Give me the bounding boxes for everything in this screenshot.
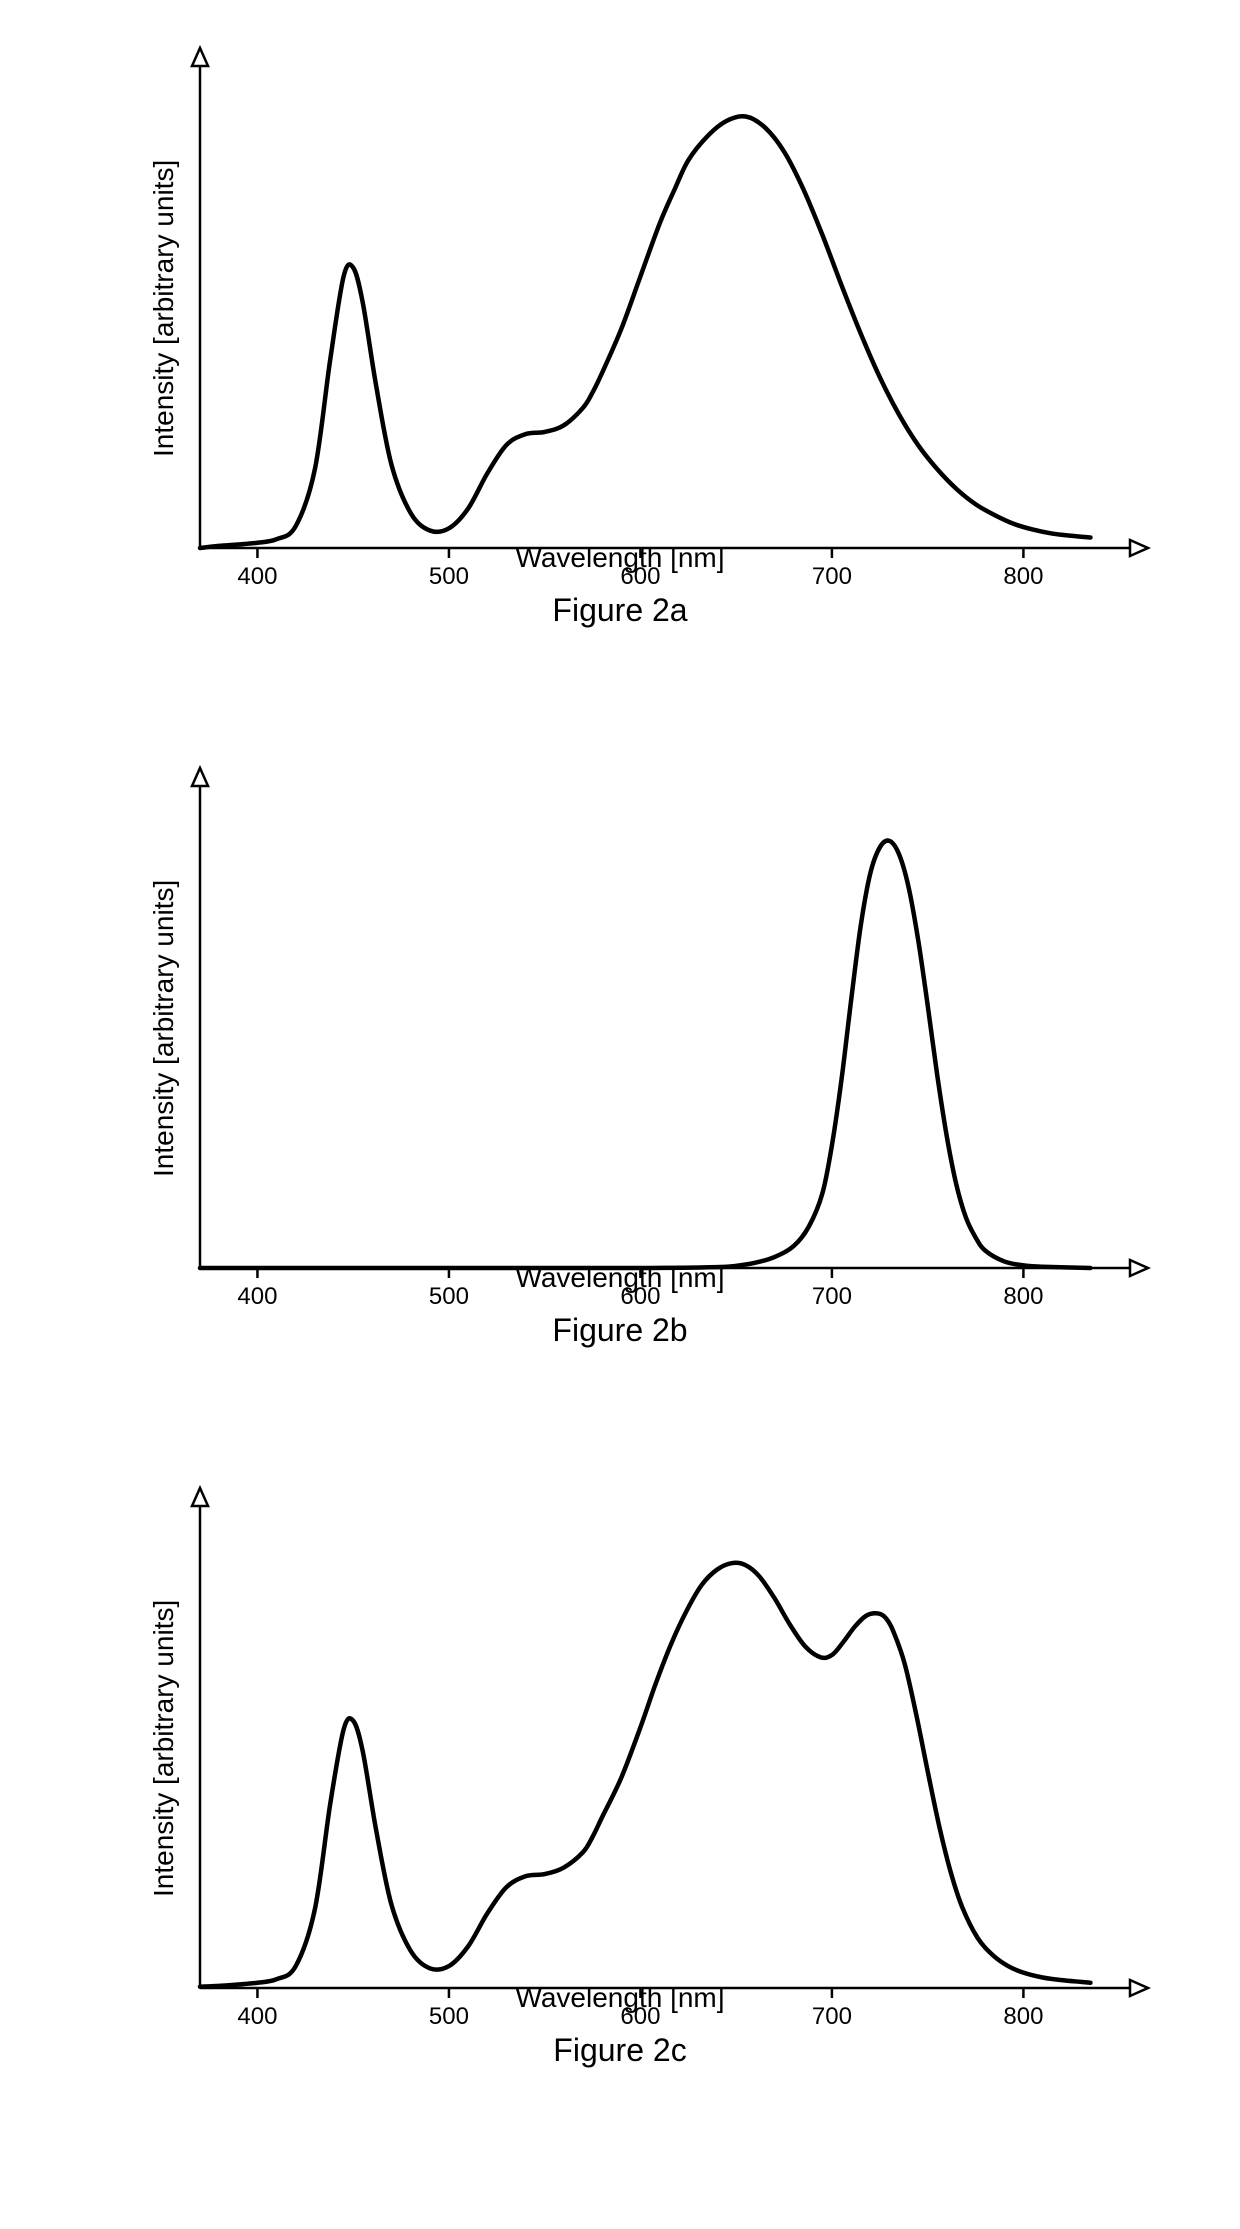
x-tick-label: 700 — [812, 2003, 852, 2030]
axes: 400 500 600 700 800 — [192, 768, 1148, 1310]
spectrum-curve — [200, 1563, 1090, 1987]
chart-panel-fig2a: Intensity [arbitrary units] 400 500 600 700 8… — [130, 80, 1110, 629]
x-tick-label: 400 — [237, 2003, 277, 2030]
plot-area: Intensity [arbitrary units]4005006007008… — [130, 800, 1110, 1260]
y-axis-arrow-icon — [192, 1488, 208, 1506]
x-tick-label: 700 — [812, 1283, 852, 1310]
y-axis-label: Intensity [arbitrary units] — [148, 160, 180, 457]
x-tick-label: 600 — [620, 2003, 660, 2030]
x-tick-label: 600 — [620, 563, 660, 590]
spectrum-curve — [200, 116, 1090, 548]
x-tick-label: 700 — [812, 563, 852, 590]
plot-area: Intensity [arbitrary units]4005006007008… — [130, 80, 1110, 540]
spectrum-plot: 400 500 600 700 800 — [190, 1520, 1160, 2040]
x-tick-label: 800 — [1003, 563, 1043, 590]
y-axis-arrow-icon — [192, 768, 208, 786]
y-axis-label: Intensity [arbitrary units] — [148, 880, 180, 1177]
x-tick-label: 500 — [429, 1283, 469, 1310]
x-tick-label: 400 — [237, 1283, 277, 1310]
x-tick-label: 800 — [1003, 1283, 1043, 1310]
x-tick-label: 500 — [429, 563, 469, 590]
x-axis-arrow-icon — [1130, 1260, 1148, 1276]
y-axis-arrow-icon — [192, 48, 208, 66]
x-tick-label: 500 — [429, 2003, 469, 2030]
x-tick-label: 400 — [237, 563, 277, 590]
y-axis-label: Intensity [arbitrary units] — [148, 1600, 180, 1897]
chart-panel-fig2b: Intensity [arbitrary units] 400 500 600 700 8… — [130, 800, 1110, 1349]
x-axis-arrow-icon — [1130, 1980, 1148, 1996]
plot-area: Intensity [arbitrary units]4005006007008… — [130, 1520, 1110, 1980]
spectrum-curve — [200, 841, 1090, 1268]
spectrum-plot: 400 500 600 700 800 — [190, 800, 1160, 1320]
x-axis-arrow-icon — [1130, 540, 1148, 556]
x-tick-label: 800 — [1003, 2003, 1043, 2030]
spectrum-plot: 400 500 600 700 800 — [190, 80, 1160, 600]
chart-panel-fig2c: Intensity [arbitrary units] 400 500 600 700 8… — [130, 1520, 1110, 2069]
x-tick-label: 600 — [620, 1283, 660, 1310]
